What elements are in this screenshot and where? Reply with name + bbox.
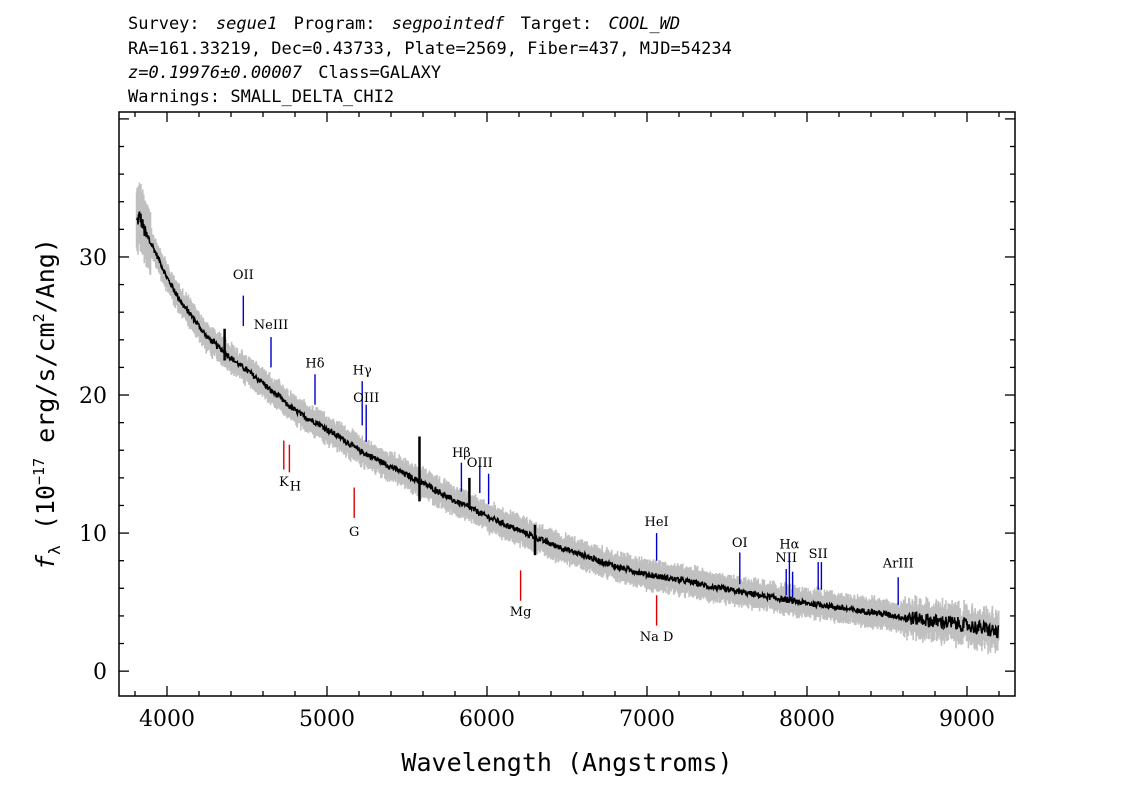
plot-area [135, 182, 1000, 655]
line-label: OII [233, 268, 254, 283]
x-tick-label: 8000 [779, 707, 835, 732]
y-label-units-c: /Ang) [31, 238, 60, 313]
survey-value: segue1 [216, 14, 277, 34]
redshift-value: z=0.19976±0.00007 [128, 63, 303, 83]
error-band [135, 182, 1000, 655]
program-value: segpointedf [392, 14, 505, 34]
line-label: Na D [640, 630, 674, 645]
y-label-units-b: erg/s/cm [31, 322, 60, 457]
target-label: Target: [521, 14, 593, 34]
y-label-f: f [31, 554, 60, 570]
line-label: H [290, 479, 301, 494]
header-line-1: Survey: segue1 Program: segpointedf Targ… [128, 14, 680, 34]
y-label-sub: λ [45, 545, 64, 555]
target-value: COOL_WD [608, 14, 680, 34]
y-ticks: 0 10 20 30 [79, 118, 1015, 685]
x-tick-label: 5000 [299, 707, 355, 732]
x-ticks: 4000 5000 6000 7000 8000 9000 [134, 112, 1000, 732]
line-label: Hγ [353, 363, 372, 378]
header-line-2: RA=161.33219, Dec=0.43733, Plate=2569, F… [128, 39, 732, 59]
class-value: Class=GALAXY [318, 63, 441, 83]
y-axis-label: fλ (10−17 erg/s/cm2/Ang) [30, 238, 64, 570]
line-label: Hδ [305, 356, 324, 371]
line-label: HeI [645, 515, 669, 530]
line-label: Mg [510, 605, 532, 620]
header-line-3: z=0.19976±0.00007 Class=GALAXY [128, 63, 441, 83]
line-label: SII [809, 547, 828, 562]
y-tick-label: 20 [79, 384, 107, 409]
y-tick-label: 10 [79, 522, 107, 547]
x-tick-label: 9000 [939, 707, 995, 732]
program-label: Program: [294, 14, 376, 34]
line-label: ArIII [882, 557, 914, 572]
line-label: OIII [467, 456, 493, 471]
x-tick-label: 6000 [459, 707, 515, 732]
line-label: Hβ [452, 446, 471, 461]
x-axis-label: Wavelength (Angstroms) [401, 748, 732, 777]
x-tick-label: 4000 [139, 707, 195, 732]
line-label: OIII [353, 391, 379, 406]
y-tick-label: 30 [79, 246, 107, 271]
line-label: G [349, 525, 359, 540]
y-tick-label: 0 [93, 660, 107, 685]
line-label: NeIII [254, 318, 288, 333]
line-label: K [279, 475, 289, 490]
y-label-units-a: (10 [31, 485, 60, 545]
y-label-exp: −17 [30, 458, 48, 485]
x-tick-label: 7000 [619, 707, 675, 732]
y-label-exp2: 2 [30, 313, 48, 322]
line-label: NII [775, 551, 797, 566]
line-label: Hα [779, 537, 799, 552]
header-line-4: Warnings: SMALL_DELTA_CHI2 [128, 87, 394, 107]
survey-label: Survey: [128, 14, 200, 34]
line-label: OI [732, 536, 748, 551]
plot-frame [118, 111, 1016, 697]
flux-line [135, 211, 1000, 639]
